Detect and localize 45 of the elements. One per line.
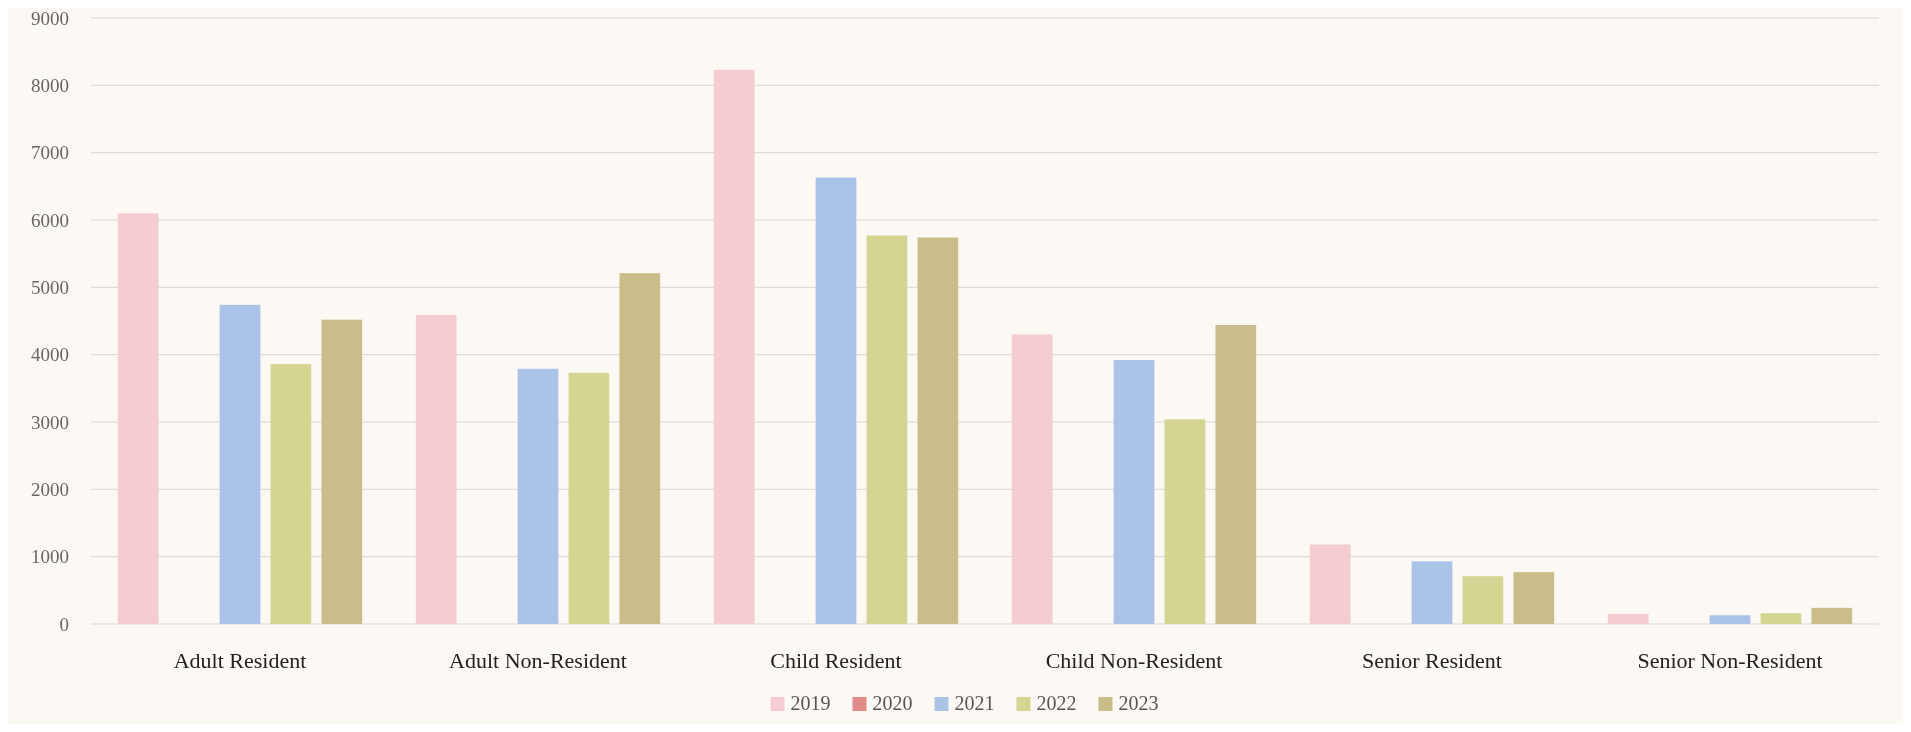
bar: [1607, 613, 1649, 624]
bar: [619, 273, 661, 624]
x-tick-label: Adult Resident: [173, 648, 307, 673]
x-tick-label: Child Non-Resident: [1045, 648, 1223, 673]
bar: [1113, 360, 1155, 624]
bar: [1411, 561, 1453, 624]
bar: [568, 372, 610, 624]
x-tick-label: Adult Non-Resident: [449, 648, 627, 673]
x-tick-label: Senior Non-Resident: [1637, 648, 1823, 673]
x-tick-label: Senior Resident: [1362, 648, 1502, 673]
bar: [1513, 572, 1555, 624]
bar: [1811, 607, 1853, 624]
bar: [1709, 615, 1751, 624]
bar: [219, 304, 261, 624]
bar: [815, 177, 857, 624]
bar: [1760, 613, 1802, 624]
bar: [321, 319, 363, 624]
y-tick-label: 5000: [31, 276, 69, 298]
bar: [1462, 576, 1504, 624]
bar: [1011, 334, 1053, 624]
legend-label: 2021: [954, 692, 995, 714]
y-tick-label: 4000: [31, 344, 69, 366]
bar: [270, 364, 312, 624]
bar: [415, 314, 457, 624]
y-tick-label: 0: [59, 613, 69, 635]
bar: [1309, 544, 1351, 624]
y-tick-label: 6000: [31, 209, 69, 231]
legend-label: 2022: [1036, 692, 1077, 714]
legend-label: 2019: [790, 692, 831, 714]
y-tick-label: 9000: [31, 7, 69, 29]
bar: [117, 213, 159, 624]
legend-label: 2020: [872, 692, 913, 714]
y-tick-label: 2000: [31, 478, 69, 500]
y-tick-label: 7000: [31, 142, 69, 164]
bar: [517, 368, 559, 624]
bar: [866, 235, 908, 624]
bar: [1164, 419, 1206, 624]
y-tick-label: 1000: [31, 546, 69, 568]
y-tick-label: 3000: [31, 411, 69, 433]
bar: [917, 237, 959, 624]
bar: [1215, 325, 1257, 624]
legend-label: 2023: [1118, 692, 1159, 714]
x-tick-label: Child Resident: [770, 648, 902, 673]
y-tick-label: 8000: [31, 74, 69, 96]
bar: [713, 69, 755, 624]
